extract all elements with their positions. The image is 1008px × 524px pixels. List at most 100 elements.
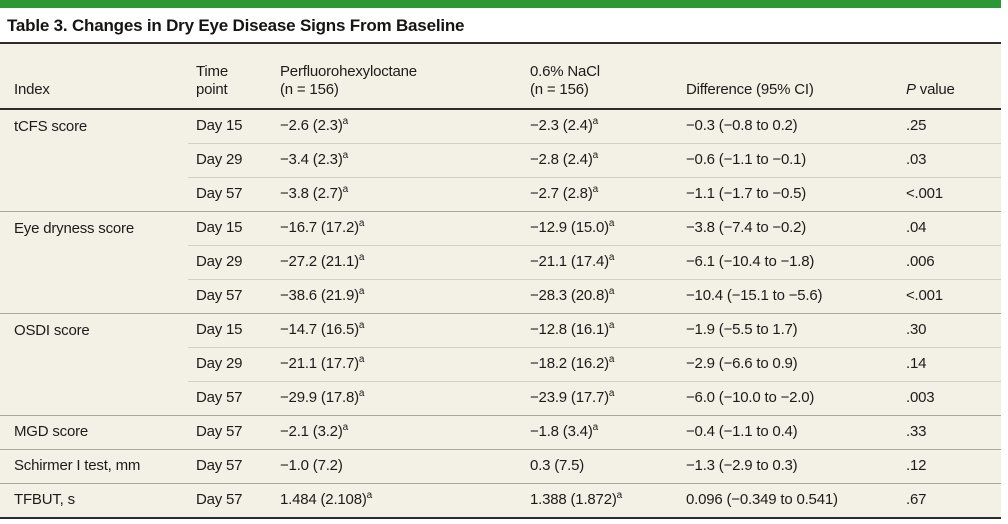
cell-difference: −1.9 (−5.5 to 1.7) xyxy=(678,313,898,348)
cell-p-value: .04 xyxy=(898,211,1001,246)
table-row: OSDI score Day 15 −14.7 (16.5)a −12.8 (16.1… xyxy=(0,313,1001,348)
table-row: MGD score Day 57 −2.1 (3.2)a −1.8 (3.4)a −0.… xyxy=(0,415,1001,450)
cell-p-value: .03 xyxy=(898,143,1001,178)
dry-eye-signs-table: Index Time point Perfluorohexyloctane (n… xyxy=(0,44,1001,519)
table-row: Day 29 −21.1 (17.7)a −18.2 (16.2)a −2.9 (−6… xyxy=(0,347,1001,382)
cell-time-point: Day 57 xyxy=(188,177,272,212)
cell-difference: −1.3 (−2.9 to 0.3) xyxy=(678,449,898,484)
table-row: Schirmer I test, mm Day 57 −1.0 (7.2) 0.3 (… xyxy=(0,449,1001,484)
accent-bar xyxy=(0,0,1001,8)
table-row: Day 29 −3.4 (2.3)a −2.8 (2.4)a −0.6 (−1.1 t… xyxy=(0,143,1001,178)
cell-index xyxy=(0,246,188,280)
footnote-marker: a xyxy=(366,490,373,502)
footnote-marker: a xyxy=(342,150,349,162)
cell-p-value: <.001 xyxy=(898,177,1001,212)
p-value-rest: value xyxy=(915,81,955,99)
cell-index xyxy=(0,382,188,416)
footnote-marker: a xyxy=(592,150,599,162)
header-index: Index xyxy=(0,44,188,110)
footnote-marker: a xyxy=(358,354,365,366)
cell-difference: −6.1 (−10.4 to −1.8) xyxy=(678,245,898,280)
cell-difference: −0.4 (−1.1 to 0.4) xyxy=(678,415,898,450)
footnote-marker: a xyxy=(608,320,615,332)
cell-p-value: .003 xyxy=(898,381,1001,416)
cell-time-point: Day 15 xyxy=(188,313,272,348)
footnote-marker: a xyxy=(616,490,623,502)
cell-p-value: .33 xyxy=(898,415,1001,450)
footnote-marker: a xyxy=(608,218,615,230)
header-perfluorohexyloctane: Perfluorohexyloctane (n = 156) xyxy=(272,44,522,110)
footnote-marker: a xyxy=(342,422,349,434)
table-row: Day 57 −38.6 (21.9)a −28.3 (20.8)a −10.4 (−… xyxy=(0,279,1001,314)
cell-perfluorohexyloctane: −27.2 (21.1)a xyxy=(272,245,522,280)
cell-p-value: .30 xyxy=(898,313,1001,348)
table-row: Day 57 −3.8 (2.7)a −2.7 (2.8)a −1.1 (−1.7 t… xyxy=(0,177,1001,212)
footnote-marker: a xyxy=(358,252,365,264)
footnote-marker: a xyxy=(358,286,365,298)
cell-nacl: −12.9 (15.0)a xyxy=(522,211,678,246)
header-nacl: 0.6% NaCl (n = 156) xyxy=(522,44,678,110)
cell-time-point: Day 15 xyxy=(188,211,272,246)
table-body: tCFS score Day 15 −2.6 (2.3)a −2.3 (2.4)a −0… xyxy=(0,109,1001,518)
header-time-point: Time point xyxy=(188,44,272,110)
footnote-marker: a xyxy=(358,218,365,230)
table-row: tCFS score Day 15 −2.6 (2.3)a −2.3 (2.4)a −0… xyxy=(0,109,1001,144)
cell-p-value: <.001 xyxy=(898,279,1001,314)
cell-nacl: −2.8 (2.4)a xyxy=(522,143,678,178)
cell-perfluorohexyloctane: −3.8 (2.7)a xyxy=(272,177,522,212)
table-row: TFBUT, s Day 57 1.484 (2.108)a 1.388 (1.872… xyxy=(0,483,1001,518)
cell-index: tCFS score xyxy=(14,117,88,135)
cell-nacl: −28.3 (20.8)a xyxy=(522,279,678,314)
cell-time-point: Day 29 xyxy=(188,347,272,382)
cell-time-point: Day 29 xyxy=(188,143,272,178)
cell-perfluorohexyloctane: −16.7 (17.2)a xyxy=(272,211,522,246)
cell-nacl: −21.1 (17.4)a xyxy=(522,245,678,280)
footnote-marker: a xyxy=(608,286,615,298)
cell-index: MGD score xyxy=(0,415,188,450)
cell-time-point: Day 57 xyxy=(188,381,272,416)
cell-difference: 0.096 (−0.349 to 0.541) xyxy=(678,483,898,518)
cell-time-point: Day 57 xyxy=(188,449,272,484)
header-difference: Difference (95% CI) xyxy=(678,44,898,110)
cell-time-point: Day 57 xyxy=(188,415,272,450)
cell-p-value: .14 xyxy=(898,347,1001,382)
cell-difference: −6.0 (−10.0 to −2.0) xyxy=(678,381,898,416)
cell-p-value: .25 xyxy=(906,117,927,135)
cell-difference: −10.4 (−15.1 to −5.6) xyxy=(678,279,898,314)
cell-nacl: 1.388 (1.872)a xyxy=(522,483,678,518)
cell-nacl: −12.8 (16.1)a xyxy=(522,313,678,348)
header-row: Index Time point Perfluorohexyloctane (n… xyxy=(0,44,1001,110)
table-title: Table 3. Changes in Dry Eye Disease Sign… xyxy=(7,16,465,35)
footnote-marker: a xyxy=(592,116,599,128)
footnote-marker: a xyxy=(608,252,615,264)
cell-index: TFBUT, s xyxy=(0,483,188,518)
cell-p-value: .006 xyxy=(898,245,1001,280)
cell-nacl: −18.2 (16.2)a xyxy=(522,347,678,382)
cell-time-point: Day 15 xyxy=(196,117,243,135)
cell-difference: −0.3 (−0.8 to 0.2) xyxy=(686,117,798,135)
cell-perfluorohexyloctane: 1.484 (2.108)a xyxy=(272,483,522,518)
cell-index xyxy=(0,178,188,212)
cell-difference: −1.1 (−1.7 to −0.5) xyxy=(678,177,898,212)
cell-difference: −3.8 (−7.4 to −0.2) xyxy=(678,211,898,246)
cell-p-value: .67 xyxy=(898,483,1001,518)
cell-perfluorohexyloctane: −21.1 (17.7)a xyxy=(272,347,522,382)
cell-difference: −0.6 (−1.1 to −0.1) xyxy=(678,143,898,178)
cell-index xyxy=(0,144,188,178)
table-title-area: Table 3. Changes in Dry Eye Disease Sign… xyxy=(0,8,1001,44)
cell-index: Eye dryness score xyxy=(0,211,188,246)
cell-nacl: −1.8 (3.4)a xyxy=(522,415,678,450)
table-row: Day 29 −27.2 (21.1)a −21.1 (17.4)a −6.1 (−1… xyxy=(0,245,1001,280)
cell-time-point: Day 57 xyxy=(188,483,272,518)
cell-perfluorohexyloctane: −38.6 (21.9)a xyxy=(272,279,522,314)
footnote-marker: a xyxy=(592,184,599,196)
cell-perfluorohexyloctane: −2.6 (2.3)a xyxy=(280,116,348,135)
cell-perfluorohexyloctane: −29.9 (17.8)a xyxy=(272,381,522,416)
footnote-marker: a xyxy=(608,354,615,366)
footnote-marker: a xyxy=(342,184,349,196)
footnote-marker: a xyxy=(358,388,365,400)
table-header: Index Time point Perfluorohexyloctane (n… xyxy=(0,44,1001,110)
footnote-marker: a xyxy=(592,422,599,434)
cell-perfluorohexyloctane: −2.1 (3.2)a xyxy=(272,415,522,450)
